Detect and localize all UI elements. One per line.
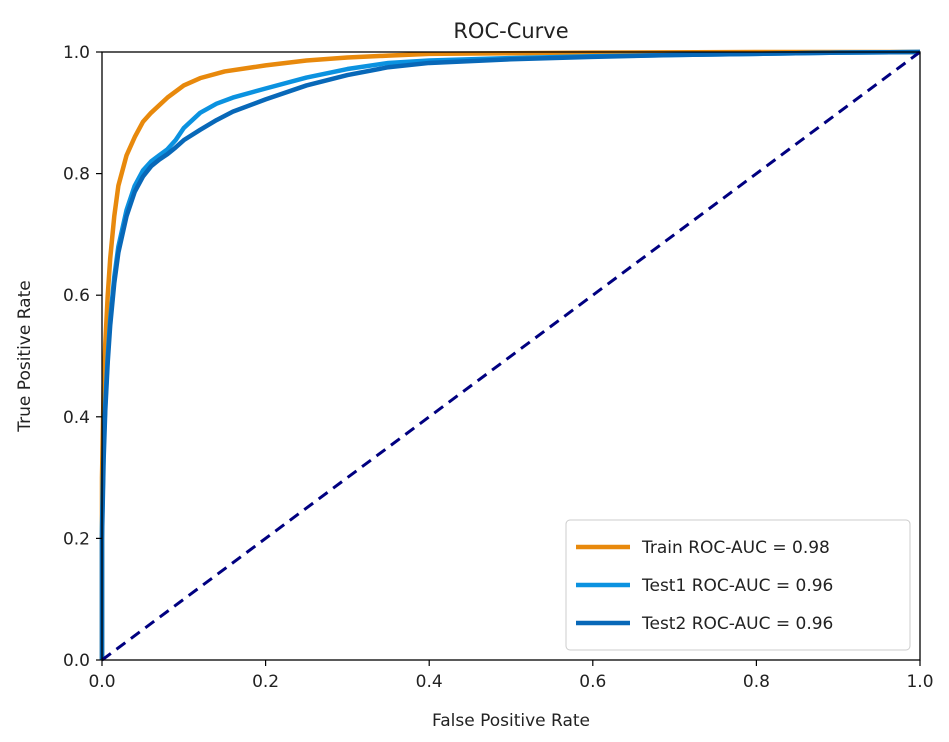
series-line-1 <box>99 49 920 660</box>
x-tick-label: 0.0 <box>88 672 115 692</box>
x-axis-ticks: 0.0 0.2 0.4 0.6 0.8 1.0 <box>88 660 934 692</box>
legend-box <box>565 519 911 651</box>
y-tick-label: 0.2 <box>63 529 90 549</box>
legend: Train ROC-AUC = 0.98 Test1 ROC-AUC = 0.96… <box>565 519 911 651</box>
chart-title: ROC-Curve <box>453 19 568 43</box>
legend-entry: Test1 ROC-AUC = 0.96 <box>641 576 833 596</box>
legend-entry: Test2 ROC-AUC = 0.96 <box>641 614 833 634</box>
x-tick-label: 0.8 <box>743 672 770 692</box>
plot-frame <box>101 51 921 661</box>
y-axis-ticks: 0.0 0.2 0.4 0.6 0.8 1.0 <box>63 43 102 671</box>
y-tick-label: 0.4 <box>63 408 90 428</box>
diagonal-reference-line <box>101 50 921 662</box>
series-layer <box>99 49 921 662</box>
x-tick-label: 0.6 <box>579 672 606 692</box>
x-tick-label: 0.4 <box>416 672 443 692</box>
y-tick-label: 0.8 <box>63 165 90 185</box>
x-tick-label: 0.2 <box>252 672 279 692</box>
y-axis-title: True Positive Rate <box>15 280 35 432</box>
y-tick-label: 1.0 <box>63 43 90 63</box>
series-line-3 <box>99 49 921 660</box>
y-tick-label: 0.0 <box>63 651 90 671</box>
y-tick-label: 0.6 <box>63 286 90 306</box>
x-tick-label: 1.0 <box>906 672 933 692</box>
legend-entry: Train ROC-AUC = 0.98 <box>641 538 830 558</box>
x-axis-title: False Positive Rate <box>432 711 590 731</box>
